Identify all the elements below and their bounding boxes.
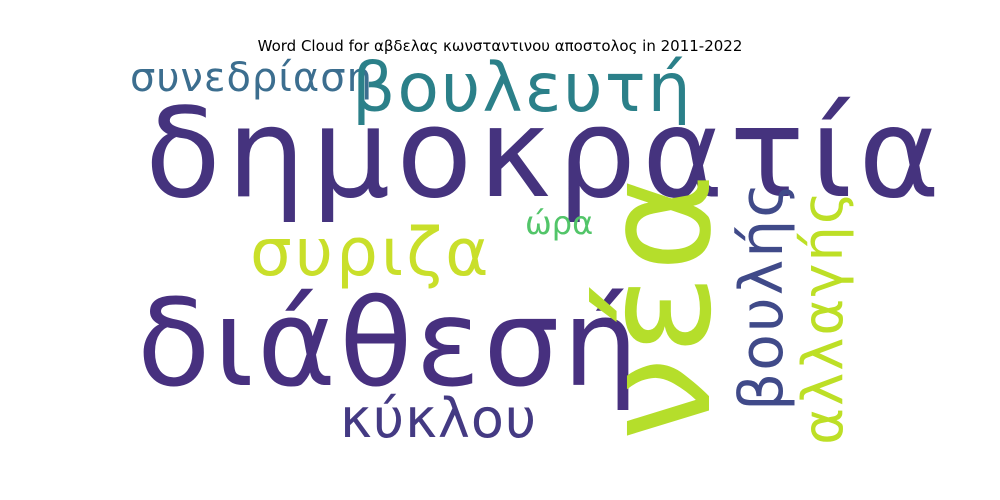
figure-title: Word Cloud for αβδελας κωνσταντινου αποσ… — [257, 37, 743, 55]
word-vouleuti: βουλευτή — [352, 49, 693, 128]
word-cloud-canvas — [128, 56, 872, 444]
word-nea: νέα — [571, 171, 745, 441]
word-allagis: αλλαγής — [791, 189, 856, 445]
word-diathesi: διάθεσή — [137, 275, 642, 414]
word-dimokratia: δημοκρατία — [145, 82, 947, 226]
word-kyklou: κύκλου — [340, 387, 538, 450]
word-syriza: συριζα — [250, 214, 492, 291]
word-ora: ώρα — [525, 204, 594, 242]
word-voulis: βουλής — [727, 180, 797, 411]
word-synedriasi: συνεδρίαση — [130, 55, 373, 101]
